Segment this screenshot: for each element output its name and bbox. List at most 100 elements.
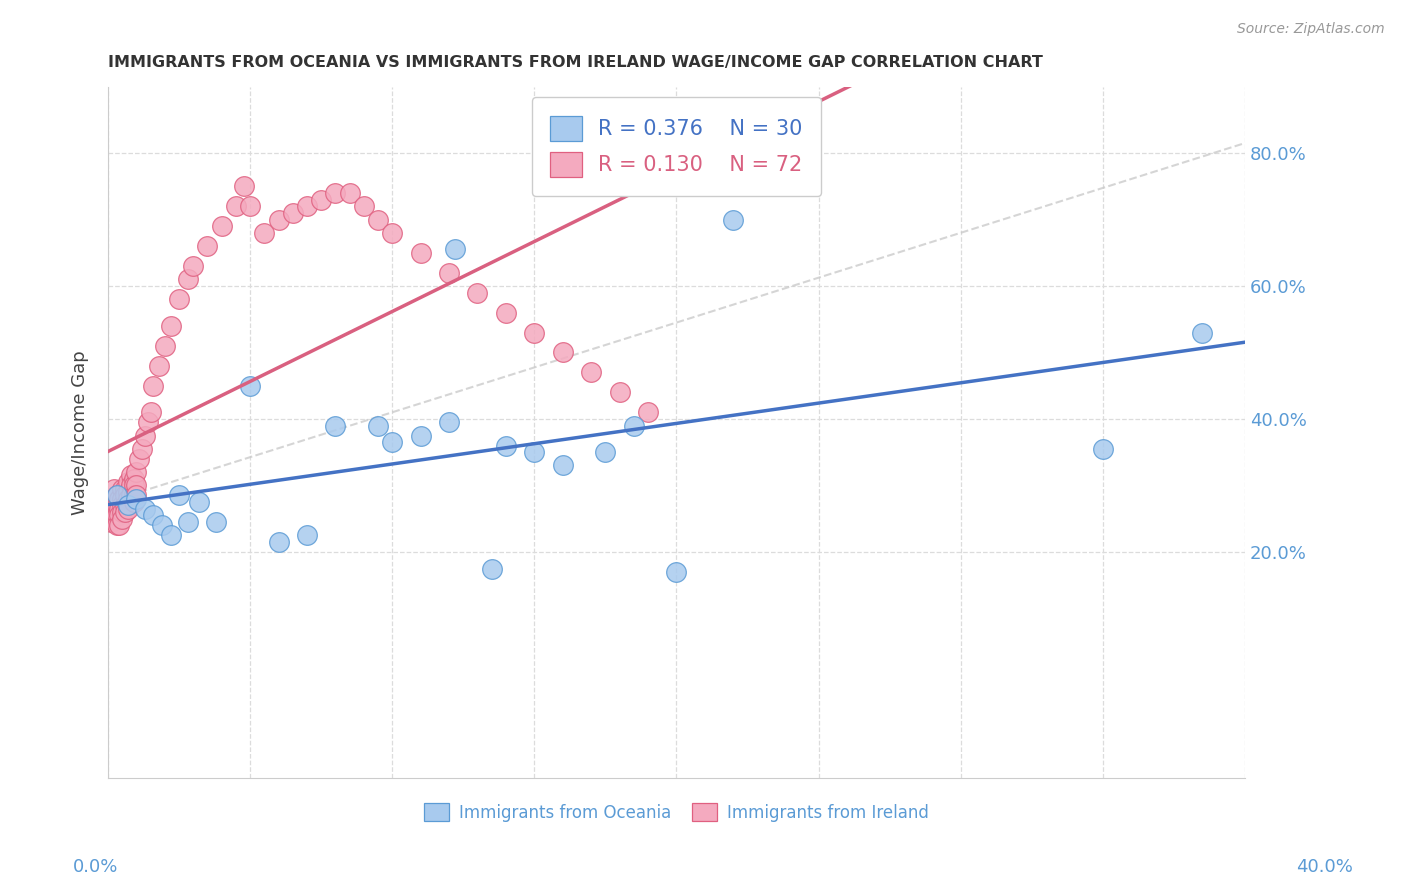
Point [181,259,204,273]
Point [233,179,256,194]
Point [367,212,389,227]
Point [105,508,128,523]
Point [148,359,170,373]
Point [205,515,228,529]
Point [159,528,181,542]
Point [187,495,209,509]
Point [225,199,247,213]
Point [437,415,460,429]
Point [637,405,659,419]
Point [120,468,142,483]
Point [117,475,139,489]
Point [122,472,145,486]
Point [579,366,602,380]
Point [122,488,145,502]
Point [1191,326,1213,340]
Point [239,378,262,392]
Point [136,415,159,429]
Point [125,465,148,479]
Point [253,226,276,240]
Point [103,482,125,496]
Point [117,491,139,506]
Point [325,418,347,433]
Point [176,515,198,529]
Point [167,293,190,307]
Point [159,318,181,333]
Point [114,488,136,502]
Point [409,245,432,260]
Point [339,186,361,200]
Point [108,518,131,533]
Point [125,478,148,492]
Point [111,491,134,506]
Point [122,495,145,509]
Point [239,199,262,213]
Point [117,499,139,513]
Point [381,226,404,240]
Point [142,508,165,523]
Point [139,405,162,419]
Point [108,501,131,516]
Point [481,561,503,575]
Text: IMMIGRANTS FROM OCEANIA VS IMMIGRANTS FROM IRELAND WAGE/INCOME GAP CORRELATION C: IMMIGRANTS FROM OCEANIA VS IMMIGRANTS FR… [108,55,1043,70]
Point [167,488,190,502]
Point [111,482,134,496]
Point [281,206,304,220]
Point [723,212,745,227]
Point [134,428,156,442]
Point [211,219,233,234]
Point [467,285,489,300]
Point [128,451,150,466]
Point [153,339,176,353]
Point [111,511,134,525]
Point [551,458,574,473]
Point [103,495,125,509]
Point [131,442,153,456]
Point [111,505,134,519]
Point [114,499,136,513]
Point [1091,442,1114,456]
Point [409,428,432,442]
Text: Source: ZipAtlas.com: Source: ZipAtlas.com [1237,22,1385,37]
Point [495,305,517,319]
Point [197,239,219,253]
Point [125,491,148,506]
Point [108,508,131,523]
Point [353,199,375,213]
Point [267,535,290,549]
Point [120,478,142,492]
Point [309,193,332,207]
Y-axis label: Wage/Income Gap: Wage/Income Gap [72,350,89,515]
Point [100,501,122,516]
Point [623,418,645,433]
Point [437,266,460,280]
Point [142,378,165,392]
Point [108,491,131,506]
Point [105,488,128,502]
Point [103,508,125,523]
Text: 40.0%: 40.0% [1296,858,1353,876]
Point [665,565,688,579]
Point [114,482,136,496]
Point [134,501,156,516]
Point [523,326,546,340]
Point [295,528,318,542]
Point [117,501,139,516]
Point [495,438,517,452]
Point [523,445,546,459]
Point [295,199,318,213]
Point [100,515,122,529]
Point [267,212,290,227]
Point [325,186,347,200]
Point [125,488,148,502]
Legend: Immigrants from Oceania, Immigrants from Ireland: Immigrants from Oceania, Immigrants from… [418,797,935,829]
Point [176,272,198,286]
Point [111,499,134,513]
Text: 0.0%: 0.0% [73,858,118,876]
Point [595,445,617,459]
Point [381,435,404,450]
Point [551,345,574,359]
Point [609,385,631,400]
Point [443,243,465,257]
Point [150,518,173,533]
